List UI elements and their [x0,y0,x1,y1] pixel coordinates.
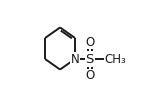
Text: N: N [71,52,79,65]
Text: CH₃: CH₃ [105,52,126,65]
Text: O: O [85,36,94,49]
Text: O: O [85,69,94,82]
Text: S: S [86,52,94,65]
